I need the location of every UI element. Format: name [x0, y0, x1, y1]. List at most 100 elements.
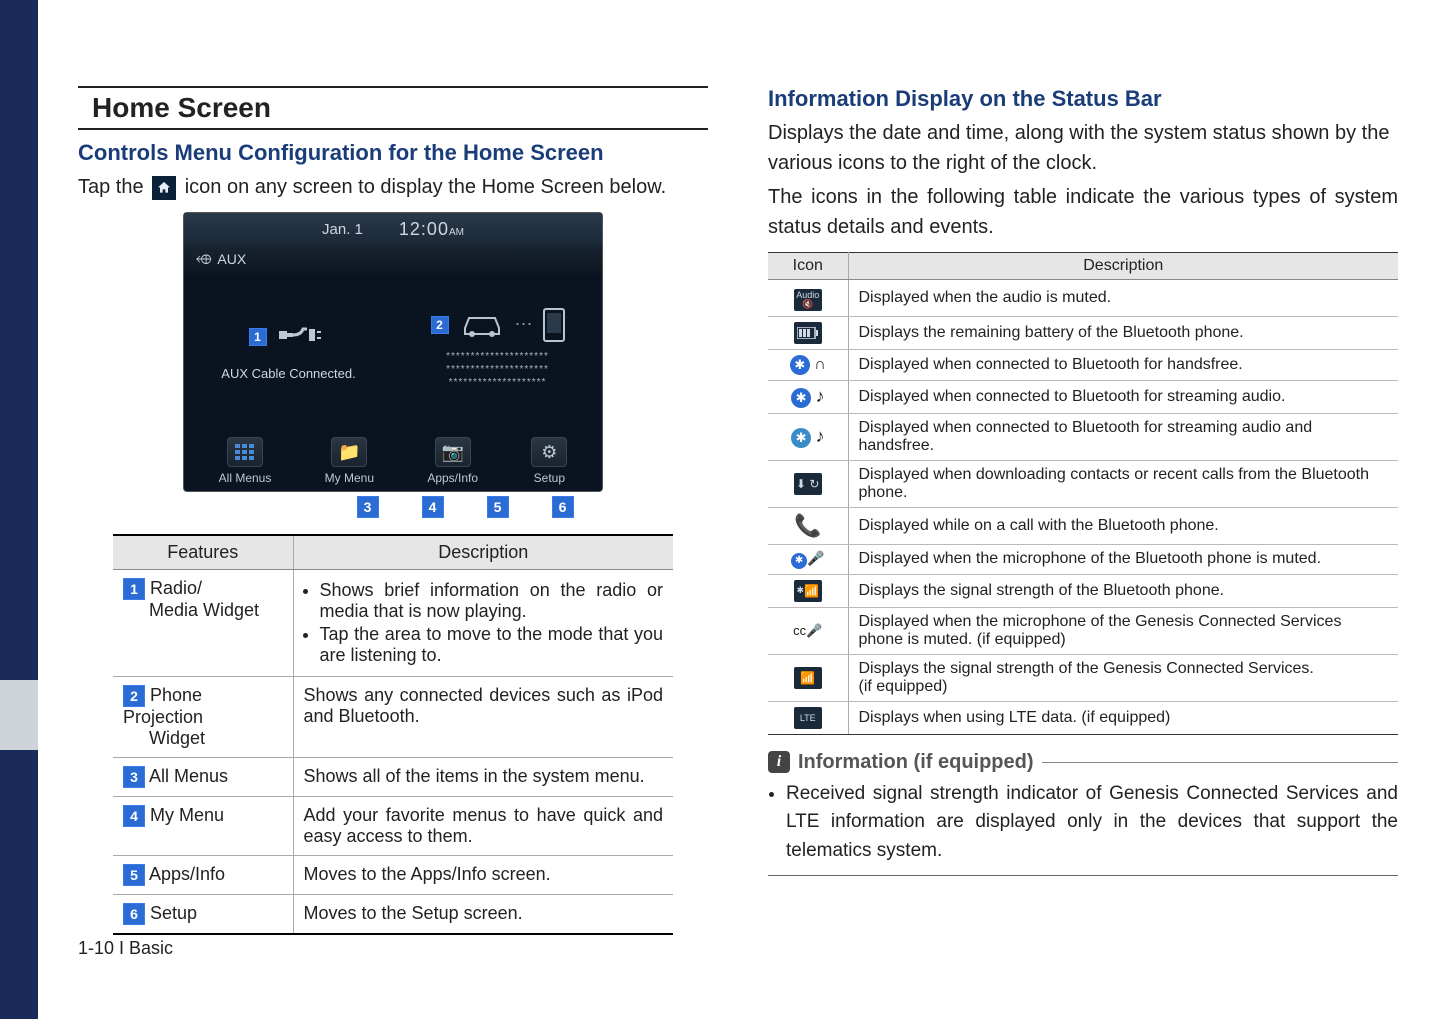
badge-1: 1	[249, 328, 267, 346]
information-box: i Information (if equipped) Received sig…	[768, 751, 1398, 877]
status-desc-cell: Displays the signal strength of the Gene…	[848, 654, 1398, 701]
car-icon	[459, 310, 505, 340]
status-icon-cell: ✱ ♪	[768, 381, 848, 414]
device-status-bar: Jan. 1 12:00AM	[184, 213, 602, 245]
info-bullet: Received signal strength indicator of Ge…	[786, 780, 1398, 866]
feature-badge: 3	[123, 766, 145, 788]
status-header-icon: Icon	[768, 253, 848, 280]
status-desc-cell: Displayed while on a call with the Bluet…	[848, 508, 1398, 545]
info-rule	[1042, 762, 1398, 763]
grid-icon	[227, 437, 263, 467]
status-desc-cell: Displayed when the microphone of the Gen…	[848, 607, 1398, 654]
status-table: Icon Description Audio🔇Displayed when th…	[768, 252, 1398, 735]
feature-cell: 5 Apps/Info	[113, 856, 293, 895]
feature-badge: 1	[123, 578, 145, 600]
feature-badge: 6	[123, 903, 145, 925]
features-header-features: Features	[113, 535, 293, 570]
status-desc-cell: Displays the signal strength of the Blue…	[848, 574, 1398, 607]
status-desc-cell: Displayed when downloading contacts or r…	[848, 461, 1398, 508]
device-time: 12:00AM	[399, 219, 464, 240]
device-btn-appsinfo: 📷 Apps/Info	[427, 437, 478, 485]
rule-under-title	[78, 128, 708, 130]
right-para1: Displays the date and time, along with t…	[768, 118, 1398, 178]
tap-post: icon on any screen to display the Home S…	[185, 176, 666, 198]
info-i-icon: i	[768, 751, 790, 773]
feature-cell: 6 Setup	[113, 895, 293, 935]
feature-desc: Shows brief information on the radio or …	[293, 570, 673, 677]
device-btn-allmenus: All Menus	[219, 437, 272, 485]
device-stars: ********************* ******************…	[446, 350, 549, 389]
feature-badge: 2	[123, 685, 145, 707]
aux-connected-text: AUX Cable Connected.	[221, 366, 355, 381]
badge-2: 2	[431, 316, 449, 334]
features-header-description: Description	[293, 535, 673, 570]
feature-cell: 4 My Menu	[113, 797, 293, 856]
feature-desc: Shows any connected devices such as iPod…	[293, 677, 673, 758]
device-phone-widget: 2 ⋯ *********************	[393, 273, 602, 423]
status-desc-cell: Displayed when connected to Bluetooth fo…	[848, 350, 1398, 381]
aux-back-icon: ⬲	[196, 251, 211, 268]
left-navy-bar	[0, 0, 38, 1019]
status-desc-cell: Displayed when the microphone of the Blu…	[848, 545, 1398, 575]
feature-badge: 5	[123, 864, 145, 886]
device-btn-setup: ⚙ Setup	[531, 437, 567, 485]
badge-5: 5	[487, 496, 509, 518]
left-column: Home Screen Controls Menu Configuration …	[78, 86, 708, 935]
feature-desc: Shows all of the items in the system men…	[293, 758, 673, 797]
device-media-widget: 1 AUX Cable Connected	[184, 273, 393, 423]
device-main: 1 AUX Cable Connected	[184, 273, 602, 423]
device-date: Jan. 1	[322, 221, 363, 238]
status-desc-cell: Displayed when connected to Bluetooth fo…	[848, 381, 1398, 414]
status-desc-cell: Displayed when connected to Bluetooth fo…	[848, 414, 1398, 461]
device-btn-mymenu: 📁 My Menu	[325, 437, 374, 485]
feature-desc: Moves to the Setup screen.	[293, 895, 673, 935]
status-desc-cell: Displays when using LTE data. (if equipp…	[848, 701, 1398, 734]
status-desc-cell: Displayed when the audio is muted.	[848, 280, 1398, 317]
status-icon-cell: cc🎤	[768, 607, 848, 654]
device-screenshot: Jan. 1 12:00AM ⬲ AUX 1	[183, 212, 603, 492]
features-table: Features Description 1 Radio/Media Widge…	[113, 534, 673, 935]
device-aux-bar: ⬲ AUX	[184, 245, 602, 273]
dots-icon: ⋯	[515, 314, 533, 335]
status-icon-cell: ✱ ∩	[768, 350, 848, 381]
info-end-rule	[768, 875, 1398, 876]
status-icon-cell: 📞	[768, 508, 848, 545]
feature-desc: Moves to the Apps/Info screen.	[293, 856, 673, 895]
right-column: Information Display on the Status Bar Di…	[768, 86, 1398, 935]
status-icon-cell	[768, 317, 848, 350]
home-icon	[152, 176, 176, 200]
status-icon-cell: ✱📶	[768, 574, 848, 607]
plug-icon	[279, 316, 329, 358]
status-icon-cell: ⬇ ↻	[768, 461, 848, 508]
status-desc-cell: Displays the remaining battery of the Bl…	[848, 317, 1398, 350]
tap-pre: Tap the	[78, 176, 149, 198]
badge-4: 4	[422, 496, 444, 518]
status-icon-cell: ✱ ♪	[768, 414, 848, 461]
status-icon-cell: ✱🎤	[768, 545, 848, 575]
info-icon: 📷	[435, 437, 471, 467]
page-content: Home Screen Controls Menu Configuration …	[78, 86, 1398, 935]
gear-icon: ⚙	[531, 437, 567, 467]
page-footer: 1-10 I Basic	[78, 938, 173, 959]
feature-cell: 1 Radio/Media Widget	[113, 570, 293, 677]
status-icon-cell: Audio🔇	[768, 280, 848, 317]
device-bottom-bar: All Menus 📁 My Menu 📷 Apps/Info ⚙ Setup	[184, 423, 602, 493]
status-icon-cell: LTE	[768, 701, 848, 734]
feature-desc: Add your favorite menus to have quick an…	[293, 797, 673, 856]
status-header-desc: Description	[848, 253, 1398, 280]
info-title: Information (if equipped)	[798, 751, 1034, 774]
feature-cell: 2 Phone ProjectionWidget	[113, 677, 293, 758]
aux-label: AUX	[217, 251, 246, 267]
phone-icon	[543, 308, 565, 342]
feature-cell: 3 All Menus	[113, 758, 293, 797]
subheading: Controls Menu Configuration for the Home…	[78, 140, 708, 166]
right-para2: The icons in the following table indicat…	[768, 182, 1398, 242]
right-heading: Information Display on the Status Bar	[768, 86, 1398, 112]
left-gray-tab	[0, 680, 38, 750]
feature-badge: 4	[123, 805, 145, 827]
badge-6: 6	[552, 496, 574, 518]
status-icon-cell: 📶	[768, 654, 848, 701]
folder-icon: 📁	[331, 437, 367, 467]
badge-3: 3	[357, 496, 379, 518]
tap-instruction: Tap the icon on any screen to display th…	[78, 172, 708, 202]
